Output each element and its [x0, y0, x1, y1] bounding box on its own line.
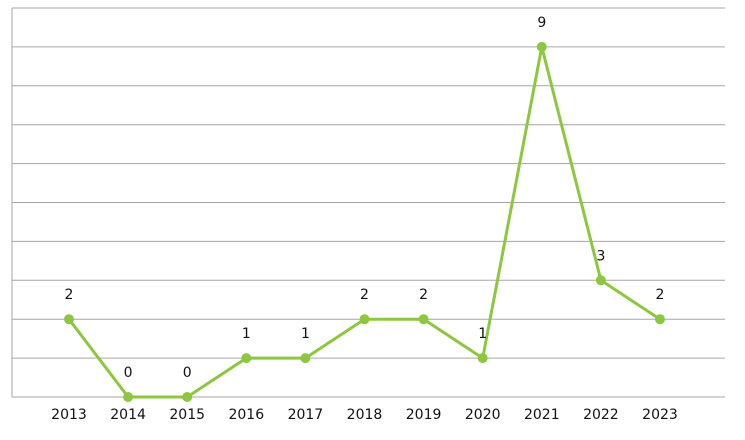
x-tick-label: 2015 — [169, 407, 205, 423]
x-tick-label: 2019 — [406, 407, 442, 423]
x-tick-label: 2021 — [524, 407, 560, 423]
x-tick-label: 2023 — [642, 407, 678, 423]
x-tick-label: 2014 — [110, 407, 146, 423]
marker — [182, 392, 193, 402]
marker — [241, 353, 252, 364]
data-label: 1 — [478, 326, 487, 342]
line — [67, 45, 661, 399]
x-tick-label: 2016 — [228, 407, 264, 423]
marker — [300, 353, 311, 364]
data-label: 9 — [537, 15, 546, 31]
data-label: 2 — [360, 287, 369, 303]
data-label: 2 — [419, 287, 428, 303]
data-label: 0 — [124, 365, 133, 381]
data-label: 2 — [65, 287, 74, 303]
marker — [655, 314, 665, 325]
marker — [359, 314, 370, 325]
marker — [536, 41, 547, 52]
marker — [418, 314, 429, 325]
marker — [123, 392, 134, 402]
x-tick-label: 2018 — [347, 407, 383, 423]
x-tick-label: 2017 — [288, 407, 324, 423]
marker — [477, 353, 488, 364]
x-tick-label: 2020 — [465, 407, 501, 423]
marker — [64, 314, 74, 325]
x-tick-label: 2013 — [51, 407, 87, 423]
data-label: 1 — [242, 326, 251, 342]
data-label: 3 — [596, 248, 605, 264]
x-tick-label: 2022 — [583, 407, 619, 423]
data-label: 0 — [183, 365, 192, 381]
data-label: 2 — [656, 287, 665, 303]
marker — [595, 275, 606, 286]
data-label: 1 — [301, 326, 310, 342]
